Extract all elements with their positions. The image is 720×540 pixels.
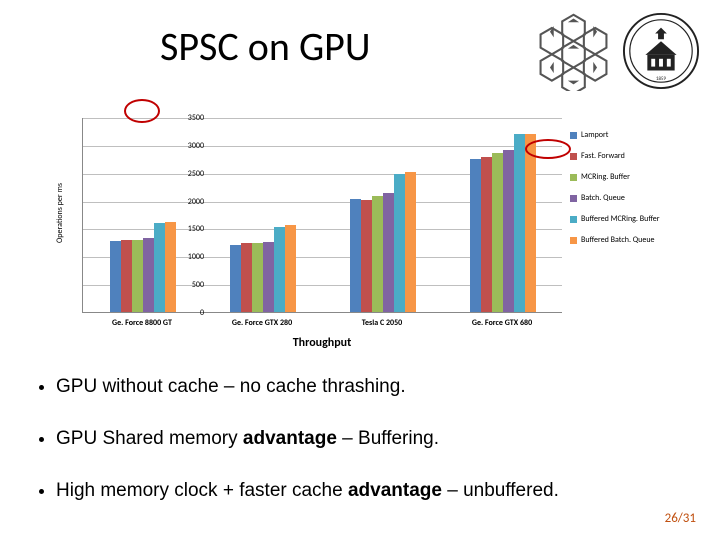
y-tick-label: 500 [192, 280, 204, 290]
bar [154, 223, 165, 312]
chart-legend: Lamport Fast. Forward MCRing. Buffer Batch.… [570, 130, 715, 256]
y-tick-label: 0 [200, 308, 204, 318]
legend-item: MCRing. Buffer [570, 172, 715, 182]
legend-label: Buffered MCRing. Buffer [581, 214, 660, 224]
grid-line [83, 146, 562, 147]
grid-line [83, 118, 562, 119]
bar [481, 157, 492, 312]
legend-swatch [570, 237, 577, 244]
bar [525, 134, 536, 312]
y-tick-label: 3000 [188, 141, 204, 151]
bar [350, 199, 361, 312]
legend-item: Batch. Queue [570, 193, 715, 203]
throughput-chart: Operations per ms Throughput Lamport Fast… [30, 118, 690, 358]
legend-label: Fast. Forward [581, 151, 625, 161]
legend-swatch [570, 195, 577, 202]
svg-text:1859: 1859 [656, 76, 666, 82]
university-crest-icon: 1859 [622, 12, 700, 90]
bar [165, 222, 176, 312]
bar [143, 238, 154, 312]
legend-label: Lamport [581, 130, 608, 140]
bar [361, 200, 372, 312]
y-tick-label: 1000 [188, 252, 204, 262]
category-label: Ge. Force GTX 280 [202, 318, 322, 328]
bar [503, 150, 514, 312]
y-tick-label: 1500 [188, 224, 204, 234]
bar [394, 174, 405, 312]
legend-item: Buffered MCRing. Buffer [570, 214, 715, 224]
bar [285, 225, 296, 312]
legend-swatch [570, 132, 577, 139]
y-tick-label: 2000 [188, 197, 204, 207]
legend-label: MCRing. Buffer [581, 172, 630, 182]
bar [241, 243, 252, 312]
legend-item: Lamport [570, 130, 715, 140]
slide-title: SPSC on GPU [160, 22, 371, 71]
bullet-item: GPU without cache – no cache thrashing. [56, 376, 716, 398]
bar [132, 240, 143, 312]
y-tick-label: 2500 [188, 169, 204, 179]
legend-swatch [570, 216, 577, 223]
bullet-item: High memory clock + faster cache advanta… [56, 480, 716, 502]
category-label: Ge. Force GTX 680 [442, 318, 562, 328]
y-tick-label: 3500 [188, 113, 204, 123]
page-number: 26/31 [665, 511, 696, 526]
bar [372, 196, 383, 312]
legend-item: Fast. Forward [570, 151, 715, 161]
legend-label: Buffered Batch. Queue [581, 235, 655, 245]
bar [470, 159, 481, 312]
x-axis-label: Throughput [82, 336, 562, 350]
bar [492, 153, 503, 312]
legend-label: Batch. Queue [581, 193, 625, 203]
category-label: Ge. Force 8800 GT [82, 318, 202, 328]
bar [252, 243, 263, 312]
category-label: Tesla C 2050 [322, 318, 442, 328]
legend-swatch [570, 174, 577, 181]
bar [405, 172, 416, 312]
bar [110, 241, 121, 312]
legend-swatch [570, 153, 577, 160]
bar [263, 242, 274, 312]
hex-pattern-icon [531, 11, 616, 91]
bar [383, 193, 394, 312]
bar [274, 227, 285, 312]
bar [230, 245, 241, 312]
bar [514, 134, 525, 312]
y-axis-label: Operations per ms [55, 183, 65, 243]
legend-item: Buffered Batch. Queue [570, 235, 715, 245]
bullet-item: GPU Shared memory advantage – Buffering. [56, 428, 716, 450]
bar [121, 240, 132, 312]
chart-plot-area [82, 118, 562, 313]
